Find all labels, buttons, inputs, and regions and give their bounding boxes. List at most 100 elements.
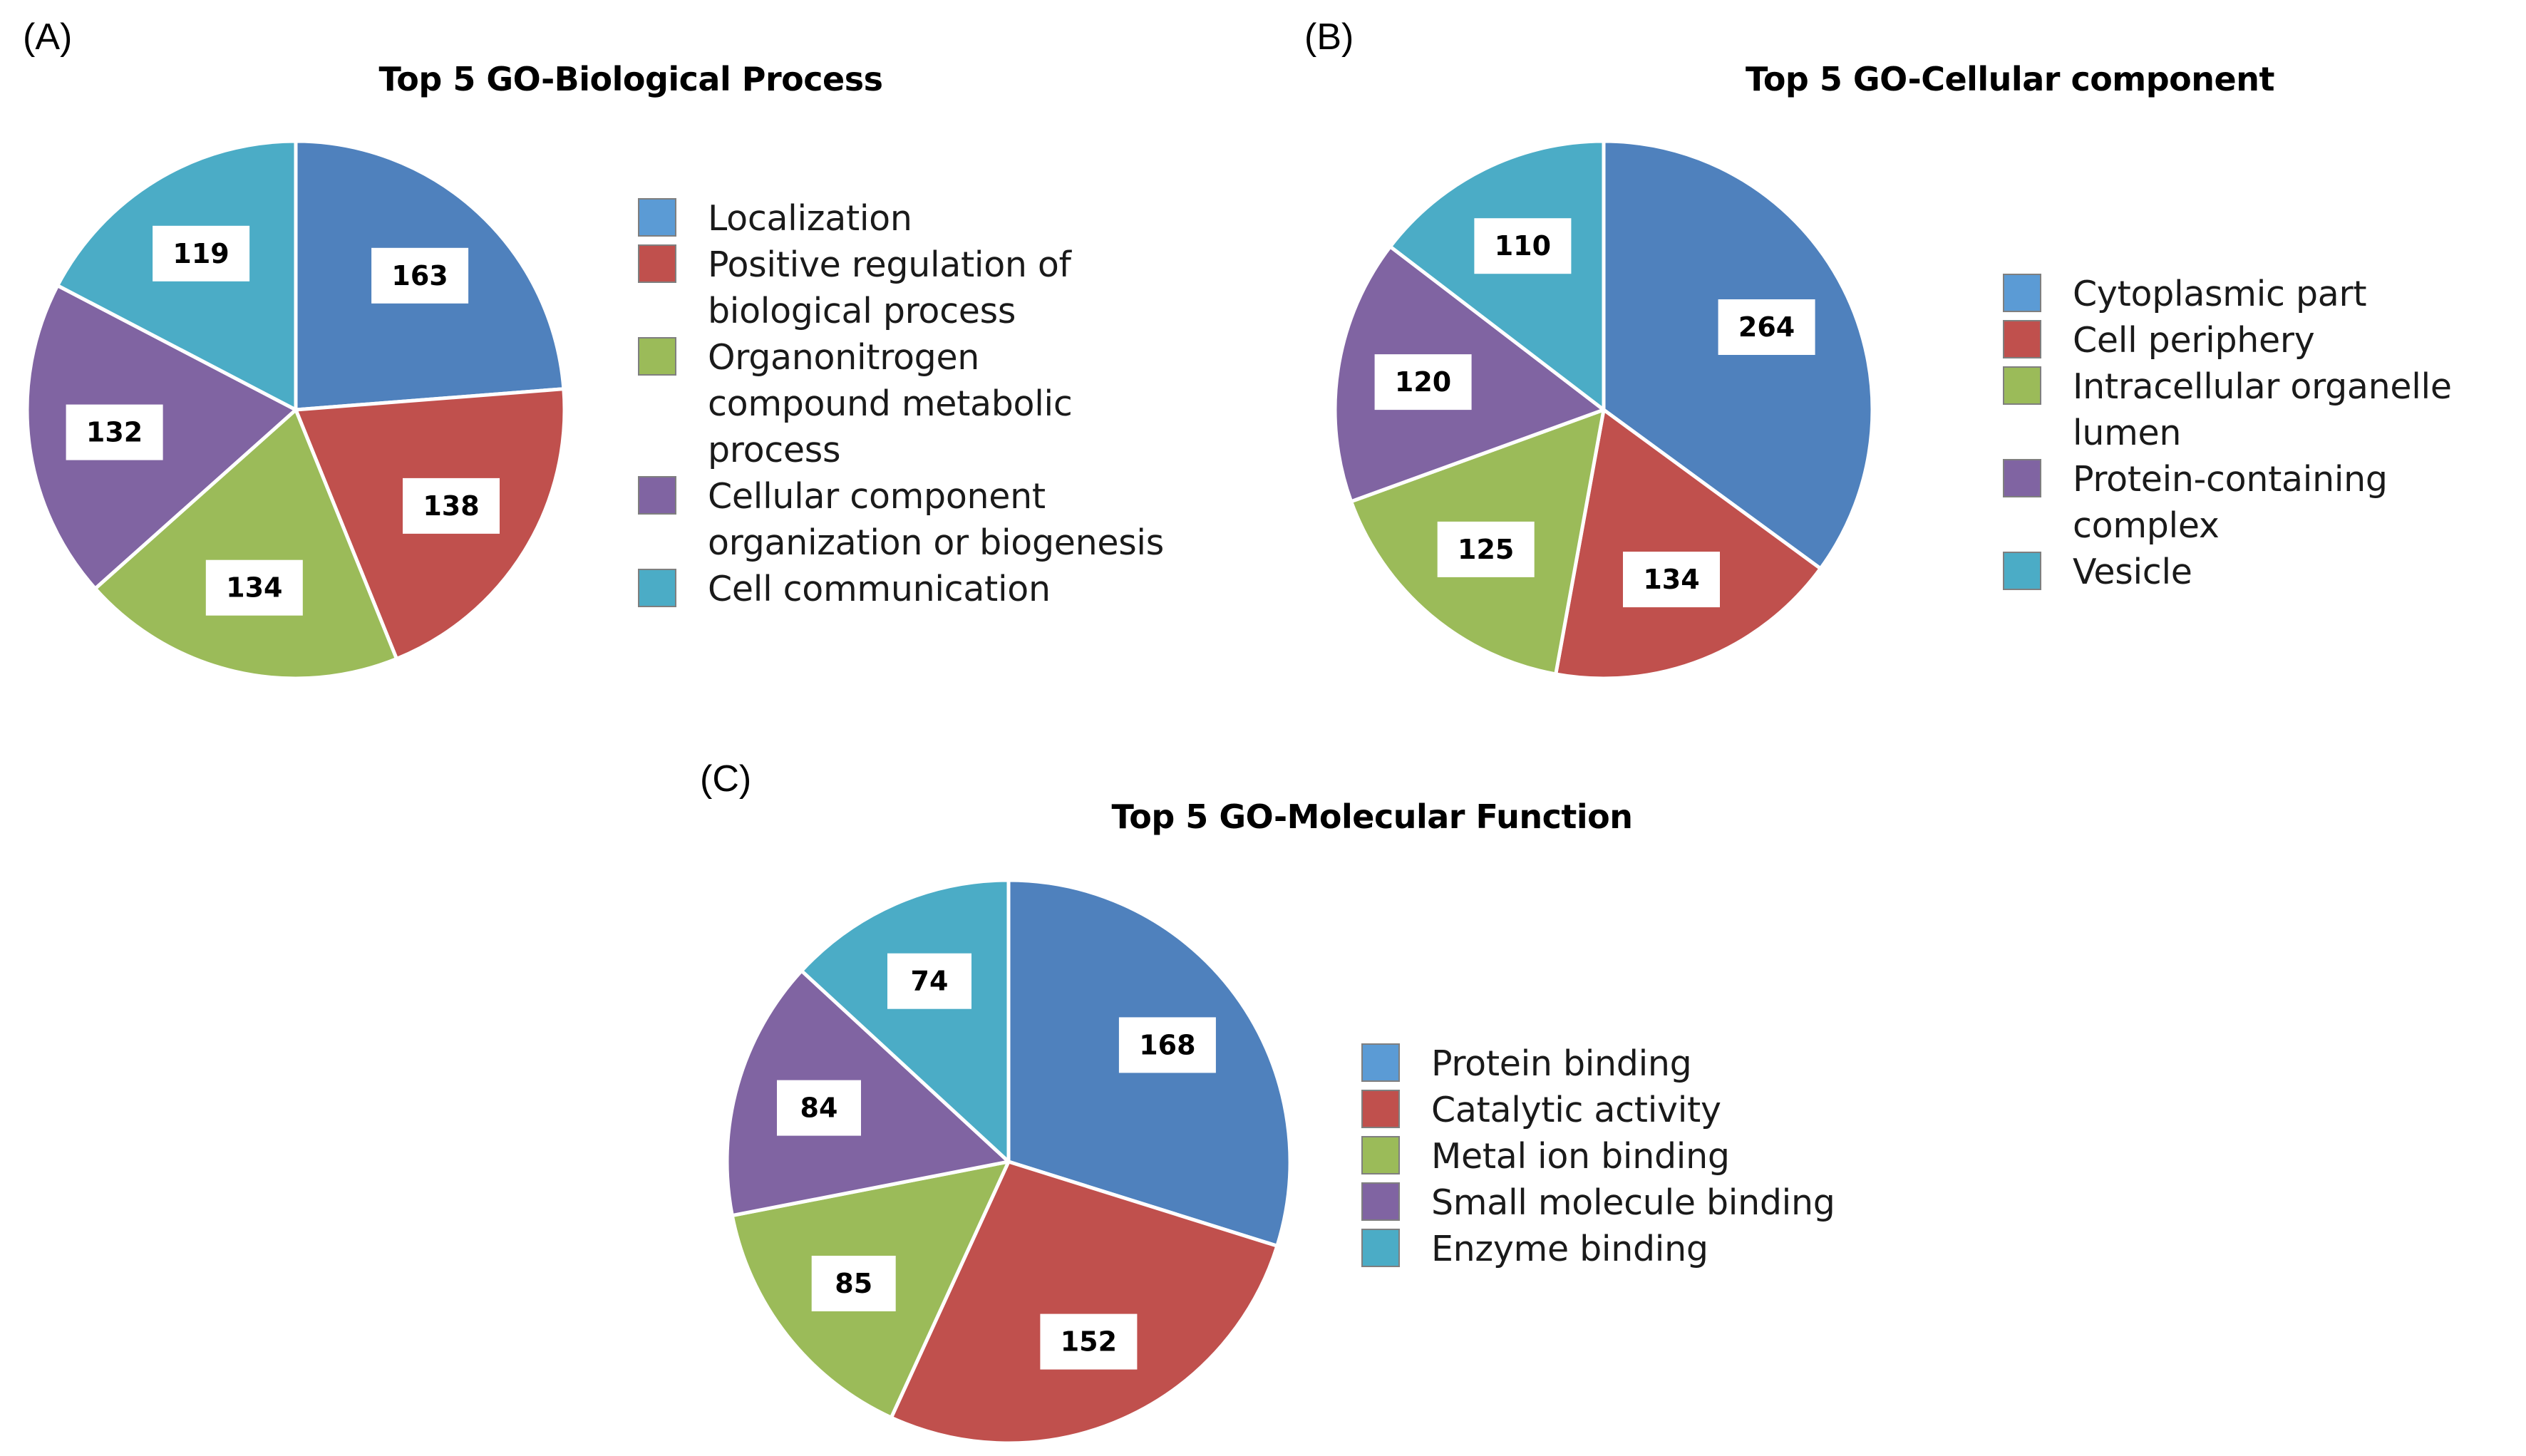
data-label-value: 132 [86,417,143,448]
legend-item-intracellular-organelle-lumen: Intracellular organelle lumen [2003,363,2526,456]
legend-swatch [638,476,676,515]
legend-label: Cell communication [708,569,1051,609]
data-label-protein-containing-complex: 120 [1374,354,1472,411]
pie-slice-cell-periphery [1554,408,1823,681]
legend-swatch [2003,274,2041,312]
pie-slice-catalytic-activity [889,1160,1279,1445]
data-label-intracellular-organelle-lumen: 125 [1437,521,1535,577]
data-label-value: 120 [1395,366,1451,398]
data-label-box [1040,1313,1138,1370]
legend-label: Organonitrogen compound metabolic process [708,337,1073,470]
data-label-box [777,1080,861,1136]
legend-label: Intracellular organelle lumen [2073,366,2452,453]
pie-slice-small-molecule-binding [725,969,1011,1218]
data-label-box [371,247,469,304]
chart-panel-biological-process: (A) Top 5 GO-Biological Process 163 138 13… [0,0,1226,713]
data-label-box [1118,1017,1216,1073]
data-label-box [887,953,971,1009]
data-label-value: 134 [226,572,282,604]
legend: Cytoplasmic part Cell periphery Intracellu… [2003,271,2526,595]
legend-swatch [1361,1136,1400,1174]
legend-swatch [1361,1043,1400,1082]
data-label-catalytic-activity: 152 [1040,1313,1138,1370]
legend-swatch [638,198,676,237]
legend-label: Enzyme binding [1431,1229,1708,1269]
legend-swatch [2003,459,2041,497]
legend-label: Protein-containing complex [2073,459,2388,546]
legend-item-localization: Localization [638,195,1164,242]
pie-chart: 264 134 125 120 110 [1333,139,1875,681]
legend-item-enzyme-binding: Enzyme binding [1361,1226,1835,1272]
data-label-cell-communication: 119 [153,225,250,282]
data-label-box [811,1256,896,1311]
legend-swatch [638,569,676,607]
data-label-value: 163 [391,260,448,291]
data-label-enzyme-binding: 74 [887,953,971,1009]
chart-title: Top 5 GO-Molecular Function [1111,797,1633,836]
legend-item-catalytic-activity: Catalytic activity [1361,1087,1835,1133]
data-label-value: 168 [1139,1029,1195,1060]
legend-swatch [1361,1090,1400,1128]
pie-slice-organonitrogen-compound-metabolic-process [93,408,398,681]
legend-swatch [2003,366,2041,405]
legend-label: Cytoplasmic part [2073,274,2367,314]
data-label-small-molecule-binding: 84 [777,1080,861,1136]
data-label-box [1623,552,1720,608]
data-label-value: 125 [1458,534,1514,565]
legend-item-cell-periphery: Cell periphery [2003,317,2526,363]
data-label-value: 264 [1738,311,1795,343]
data-label-value: 119 [172,238,229,269]
data-label-value: 85 [835,1268,872,1299]
data-label-box [403,477,500,534]
data-label-cytoplasmic-part: 264 [1718,299,1815,355]
legend-swatch [2003,320,2041,358]
data-label-organonitrogen-compound-metabolic-process: 134 [205,559,303,616]
legend-item-positive-regulation-of-biological-process: Positive regulation of biological process [638,242,1164,334]
legend-label: Localization [708,198,912,239]
data-label-value: 152 [1061,1326,1117,1358]
chart-title: Top 5 GO-Cellular component [1746,60,2274,98]
panel-label: (A) [23,16,73,58]
data-label-protein-binding: 168 [1118,1017,1216,1073]
data-label-box [1437,521,1535,577]
legend-swatch [1361,1182,1400,1221]
legend-label: Catalytic activity [1431,1090,1721,1130]
data-label-box [153,225,250,282]
data-label-value: 134 [1643,564,1699,595]
legend-item-cellular-component-organization-or-biogenesis: Cellular component organization or biogen… [638,473,1164,566]
data-label-box [66,404,163,460]
data-label-positive-regulation-of-biological-process: 138 [403,477,500,534]
legend-label: Small molecule binding [1431,1182,1835,1223]
pie-chart: 163 138 134 132 119 [25,139,567,681]
chart-title: Top 5 GO-Biological Process [378,60,883,98]
legend-label: Cell periphery [2073,320,2315,361]
data-label-cell-periphery: 134 [1623,552,1720,608]
legend-item-organonitrogen-compound-metabolic-process: Organonitrogen compound metabolic process [638,334,1164,473]
legend-label: Cellular component organization or biogen… [708,476,1164,563]
data-label-vesicle: 110 [1474,218,1572,274]
legend-swatch [2003,552,2041,590]
data-label-value: 110 [1495,230,1551,262]
legend-swatch [1361,1229,1400,1267]
legend-label: Vesicle [2073,552,2192,592]
pie-chart: 168 152 85 84 74 [725,878,1292,1445]
legend-item-cytoplasmic-part: Cytoplasmic part [2003,271,2526,317]
legend-item-small-molecule-binding: Small molecule binding [1361,1179,1835,1226]
legend-label: Protein binding [1431,1043,1692,1084]
legend-swatch [638,244,676,283]
legend-label: Metal ion binding [1431,1136,1730,1177]
data-label-localization: 163 [371,247,469,304]
legend: Localization Positive regulation of biolog… [638,195,1164,612]
pie-slice-vesicle [1388,139,1606,412]
chart-panel-cellular-component: (B) Top 5 GO-Cellular component 264 134 12… [1269,0,2526,713]
data-label-box [1474,218,1572,274]
data-label-box [1374,354,1472,411]
legend-item-vesicle: Vesicle [2003,549,2526,595]
legend-item-protein-containing-complex: Protein-containing complex [2003,456,2526,549]
data-label-box [205,559,303,616]
data-label-value: 74 [911,966,949,997]
legend-label: Positive regulation of biological process [708,244,1071,331]
legend-swatch [638,337,676,376]
data-label-metal-ion-binding: 85 [811,1256,896,1311]
legend: Protein binding Catalytic activity Metal i… [1361,1041,1835,1272]
